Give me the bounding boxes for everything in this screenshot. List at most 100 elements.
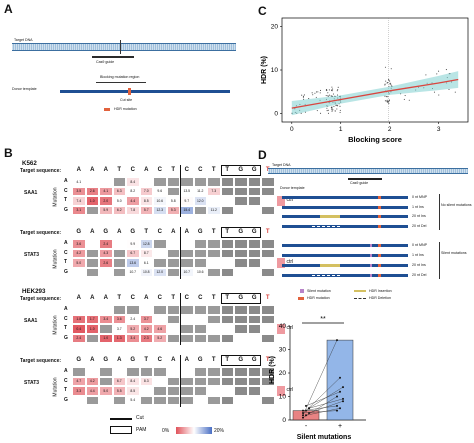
sequence-base: C: [184, 295, 189, 301]
heatmap-cell: [220, 258, 234, 268]
sequence-base: A: [90, 167, 95, 173]
hdr-heatmap: 4.1 8.4 3.5 2.6 4.1 6.3 8.2 7.0 9.6 13.5 11.2 7.3 7.…: [72, 177, 275, 215]
scatter-point: [425, 74, 427, 76]
d-target-dna-label: Target DNA: [272, 163, 291, 167]
cut-site-label: Cut site: [120, 98, 133, 102]
heatmap-cell: 7.3: [207, 186, 221, 196]
ctrl-cell: [276, 324, 285, 334]
heatmap-cell: [180, 258, 194, 268]
scatter-point: [333, 105, 335, 107]
pair-point: [302, 416, 304, 419]
sequence-base: C: [198, 295, 203, 301]
heatmap-cell: [180, 177, 194, 187]
d-donor-template-label: Donor template: [280, 186, 305, 190]
scatter-point: [315, 96, 317, 98]
sequence-base: T: [117, 167, 122, 173]
heatmap-cell: [180, 305, 194, 315]
scatter-point: [332, 88, 334, 90]
sequence-base: A: [184, 357, 189, 363]
base-row-label: C: [64, 249, 68, 256]
base-row-label: C: [64, 187, 68, 194]
target-dna-label: Target DNA: [14, 38, 33, 42]
heatmap-cell: [193, 314, 207, 324]
scatter-point: [327, 112, 330, 114]
heatmap-cell: [85, 177, 99, 187]
cut-site-line: [179, 355, 181, 407]
scatter-point: [316, 110, 318, 112]
heatmap-cell: [220, 177, 234, 187]
scatter-point: [445, 69, 447, 71]
heatmap-cell: [193, 367, 207, 377]
heatmap-cell: [247, 367, 261, 377]
target-sequence-label: Target sequence:: [20, 230, 62, 236]
heatmap-cell: 1.0: [85, 196, 99, 206]
pair-line: [305, 377, 341, 411]
heatmap-cell: [180, 395, 194, 405]
hdr-mutation-mark: [378, 273, 381, 277]
heatmap-cell: [261, 324, 275, 334]
heatmap-cell: [207, 248, 221, 258]
hdr-mutation-mark: [378, 224, 381, 228]
heatmap-cell: [220, 196, 234, 206]
sequence-base: G: [251, 295, 257, 301]
sequence-base: G: [251, 357, 257, 363]
heatmap-cell: [234, 333, 248, 343]
scatter-point: [327, 95, 329, 97]
heatmap-cell: [207, 258, 221, 268]
scatter-point: [390, 68, 392, 70]
base-row-label: T: [64, 387, 68, 393]
heatmap-cell: [193, 305, 207, 315]
heatmap-cell: 5.4: [126, 395, 140, 405]
donor-row-bar: [282, 215, 408, 218]
heatmap-cell: [220, 314, 234, 324]
heatmap-cell: 5.7: [139, 205, 153, 215]
base-row-label: C: [64, 377, 68, 384]
hdr-deletion-segment: [312, 226, 340, 227]
x-tick-label: 2: [388, 126, 392, 133]
colorbar: [176, 427, 212, 434]
hdr-mutation-swatch: [298, 297, 304, 300]
base-row-label: T: [64, 259, 68, 265]
hek293-label: HEK293: [22, 288, 46, 295]
donor-row-bar: [282, 254, 408, 257]
heatmap-cell: 5.0: [72, 258, 86, 268]
scatter-point: [388, 99, 390, 101]
scatter-point: [337, 89, 339, 91]
heatmap-cell: 5.8: [166, 196, 180, 206]
heatmap-cell: [234, 196, 248, 206]
heatmap-cell: 13.6: [126, 258, 140, 268]
cut-legend-line: [110, 418, 132, 420]
heatmap-cell: [234, 367, 248, 377]
heatmap-cell: 8.2: [126, 186, 140, 196]
heatmap-cell: [72, 305, 86, 315]
base-row-label: A: [64, 368, 68, 374]
heatmap-cell: [247, 314, 261, 324]
scatter-point: [433, 91, 436, 93]
heatmap-cell: 3.7: [139, 314, 153, 324]
heatmap-cell: 3.6: [72, 239, 86, 249]
scatter-point: [336, 90, 338, 92]
pair-point: [336, 409, 338, 412]
heatmap-cell: 0.4: [72, 324, 86, 334]
heatmap-cell: 10.8: [139, 267, 153, 277]
scatter-point: [438, 70, 440, 72]
heatmap-cell: [207, 305, 221, 315]
heatmap-cell: [153, 367, 167, 377]
scatter-point: [448, 88, 450, 91]
target-sequence-label: Target sequence:: [20, 296, 62, 302]
d-cas9-guide-bar: [348, 178, 382, 180]
scatter-point: [337, 105, 339, 107]
heatmap-cell: 3.4: [126, 333, 140, 343]
heatmap-cell: 5.3: [166, 205, 180, 215]
heatmap-cell: [247, 196, 261, 206]
target-sequence-label: Target sequence:: [20, 168, 62, 174]
scatter-point: [302, 96, 304, 98]
hdr-mutation-mark: [128, 88, 131, 95]
heatmap-cell: [99, 376, 113, 386]
heatmap-cell: [247, 333, 261, 343]
cut-site-line: [179, 165, 181, 217]
heatmap-cell: 10.7: [126, 267, 140, 277]
scatter-point: [390, 83, 392, 85]
heatmap-cell: 9.9: [126, 239, 140, 249]
